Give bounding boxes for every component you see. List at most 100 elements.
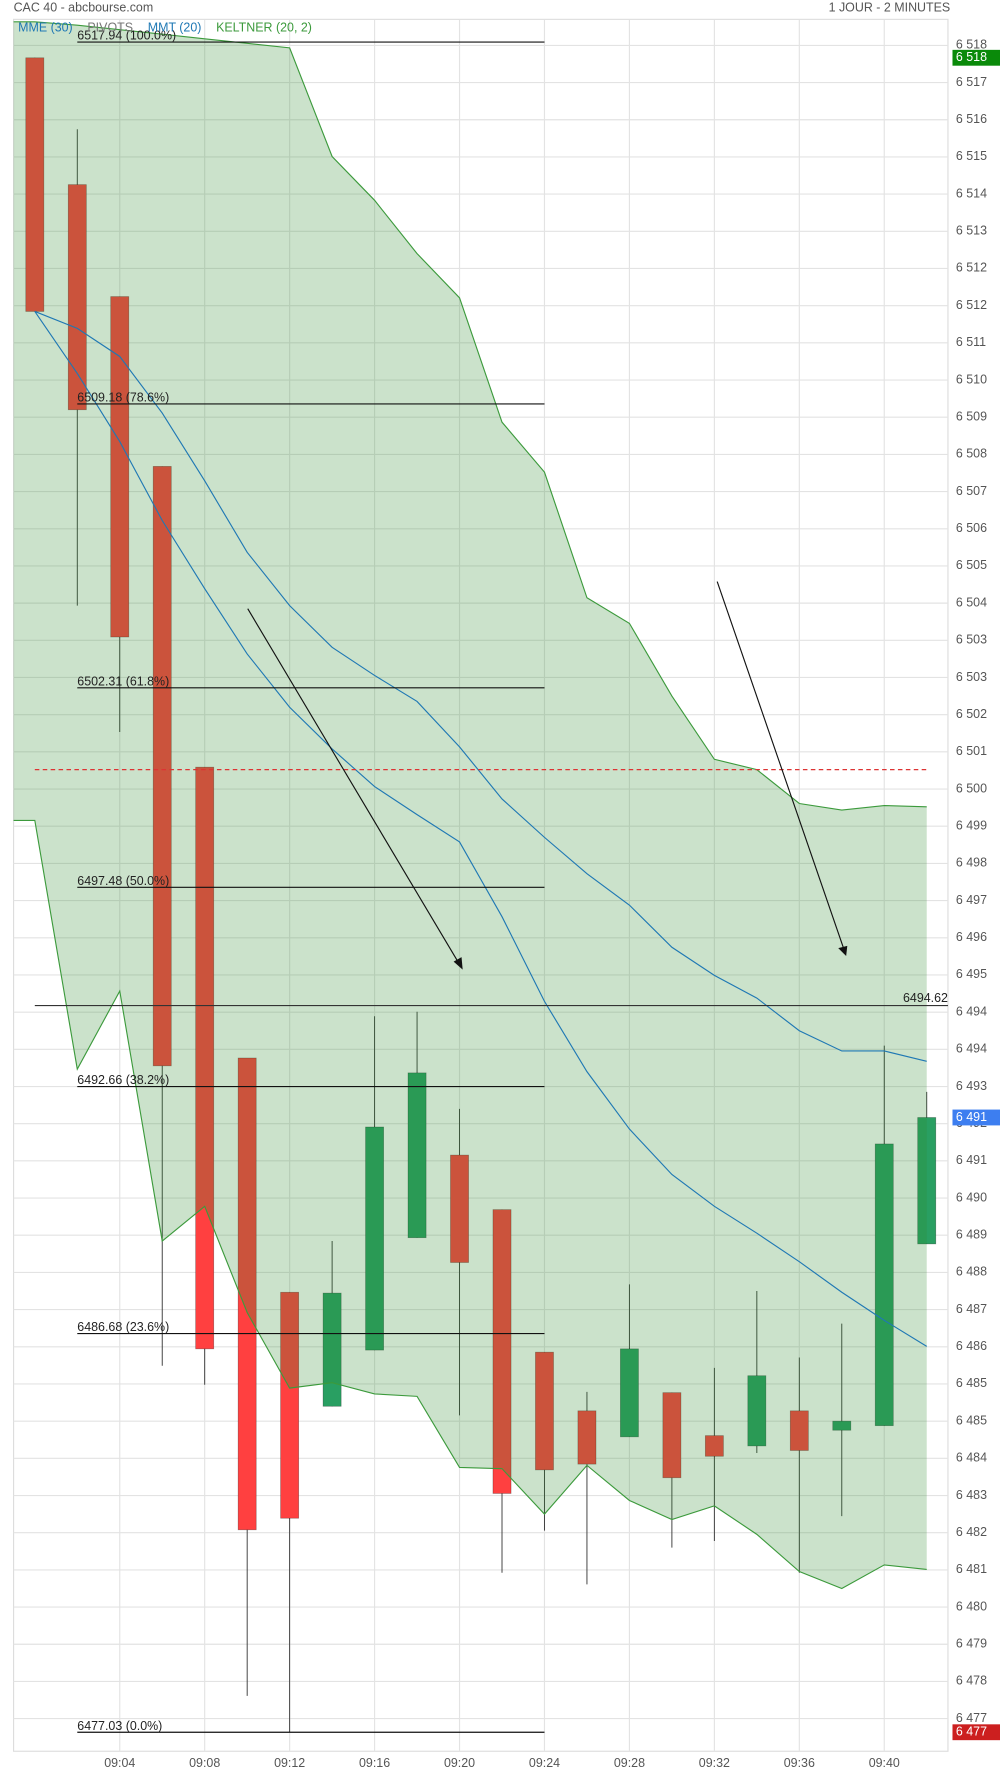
x-tick-label: 09:08 — [189, 1756, 220, 1770]
arrow-head — [838, 945, 848, 957]
y-tick-label: 6 493 — [956, 1079, 987, 1093]
y-tick-label: 6 480 — [956, 1599, 987, 1613]
legend-label: KELTNER (20, 2) — [216, 21, 312, 35]
x-tick-label: 09:04 — [104, 1756, 135, 1770]
y-tick-label: 6 496 — [956, 930, 987, 944]
y-tick-label: 6 491 — [956, 1153, 987, 1167]
y-tick-label: 6 490 — [956, 1190, 987, 1204]
candle-body — [365, 1126, 384, 1351]
y-tick-label: 6 517 — [956, 75, 987, 89]
legend-label: PIVOTS — [87, 21, 133, 35]
y-tick-label: 6 512 — [956, 261, 987, 275]
candle-body — [110, 296, 130, 638]
arrow-head — [453, 957, 463, 970]
y-tick-label: 6 482 — [956, 1525, 987, 1539]
y-tick-label: 6 511 — [956, 335, 986, 349]
fib-label: 6497.48 (50.0%) — [77, 874, 169, 888]
y-tick-label: 6 481 — [956, 1562, 987, 1576]
y-tick-label: 6 498 — [956, 856, 987, 870]
candle-body — [832, 1420, 852, 1431]
y-tick-label: 6 488 — [956, 1265, 987, 1279]
candle-body — [195, 766, 215, 1350]
y-tick-label: 6 503 — [956, 633, 987, 647]
y-tick-label: 6 494 — [956, 1042, 987, 1056]
y-tick-label: 6 505 — [956, 558, 987, 572]
candle-body — [67, 184, 87, 411]
y-tick-label: 6 500 — [956, 781, 987, 795]
x-tick-label: 09:12 — [274, 1756, 305, 1770]
fib-label: 6492.66 (38.2%) — [77, 1073, 169, 1087]
x-tick-label: 09:40 — [869, 1756, 900, 1770]
candle-body — [662, 1392, 682, 1479]
y-tick-label: 6 507 — [956, 484, 987, 498]
moving-average — [34, 311, 928, 1347]
y-tick-label: 6 516 — [956, 112, 987, 126]
fib-label: 6477.03 (0.0%) — [77, 1719, 162, 1733]
candle-body — [620, 1348, 639, 1438]
pivot-label: 6494.62 — [903, 991, 948, 1005]
price-marker-label: 6 518 — [956, 50, 987, 64]
fib-label: 6517.94 (100.0%) — [77, 29, 176, 43]
y-tick-label: 6 514 — [956, 186, 987, 200]
legend-label: MMT (20) — [148, 21, 202, 35]
candle-body — [237, 1057, 257, 1531]
candle-body — [322, 1292, 342, 1407]
y-tick-label: 6 497 — [956, 893, 987, 907]
chart-title: CAC 40 - abcbourse.com — [14, 0, 154, 14]
x-tick-label: 09:16 — [359, 1756, 390, 1770]
x-tick-label: 09:20 — [444, 1756, 475, 1770]
candle-body — [747, 1375, 767, 1447]
y-tick-label: 6 512 — [956, 298, 987, 312]
fib-label: 6486.68 (23.6%) — [77, 1320, 169, 1334]
price-marker — [952, 49, 1000, 66]
price-marker — [952, 1724, 1000, 1741]
y-tick-label: 6 506 — [956, 521, 987, 535]
y-tick-label: 6 484 — [956, 1451, 987, 1465]
fib-label: 6502.31 (61.8%) — [77, 674, 169, 688]
y-tick-label: 6 487 — [956, 1302, 987, 1316]
moving-average — [34, 310, 927, 1062]
candle-body — [917, 1117, 937, 1245]
candle-body — [492, 1209, 512, 1494]
y-tick-label: 6 509 — [956, 409, 987, 423]
x-tick-label: 09:28 — [614, 1756, 645, 1770]
y-tick-label: 6 508 — [956, 447, 987, 461]
y-tick-label: 6 479 — [956, 1637, 987, 1651]
y-tick-label: 6 483 — [956, 1488, 987, 1502]
x-tick-label: 09:36 — [784, 1756, 815, 1770]
y-tick-label: 6 477 — [956, 1711, 987, 1725]
y-tick-label: 6 515 — [956, 149, 987, 163]
candle-body — [874, 1143, 894, 1427]
y-tick-label: 6 503 — [956, 670, 987, 684]
chart-subtitle: 1 JOUR - 2 MINUTES — [829, 0, 951, 14]
y-tick-label: 6 502 — [956, 707, 987, 721]
y-tick-label: 6 499 — [956, 819, 987, 833]
x-tick-label: 09:32 — [699, 1756, 730, 1770]
keltner-band — [13, 21, 927, 1589]
trend-arrow — [716, 581, 845, 950]
fib-label: 6509.18 (78.6%) — [77, 391, 169, 405]
candle-body — [577, 1410, 597, 1465]
candle-body — [535, 1351, 554, 1471]
candle-body — [789, 1410, 809, 1451]
candle-body — [704, 1435, 724, 1457]
y-tick-label: 6 486 — [956, 1339, 987, 1353]
y-tick-label: 6 478 — [956, 1674, 987, 1688]
y-tick-label: 6 495 — [956, 967, 987, 981]
candle-body — [152, 466, 172, 1067]
y-tick-label: 6 513 — [956, 224, 987, 238]
y-tick-label: 6 489 — [956, 1228, 987, 1242]
trend-arrow — [247, 608, 460, 965]
price-marker-label: 6 491 — [956, 1110, 987, 1124]
y-tick-label: 6 485 — [956, 1376, 987, 1390]
candle-body — [407, 1072, 427, 1239]
price-marker — [952, 1109, 1000, 1126]
candle-body — [280, 1291, 300, 1519]
y-tick-label: 6 501 — [956, 744, 987, 758]
candle-body — [450, 1154, 469, 1263]
plot-frame — [13, 18, 949, 1752]
y-tick-label: 6 510 — [956, 372, 987, 386]
legend-label: MME (30) — [18, 21, 73, 35]
keltner-line — [13, 819, 927, 1590]
